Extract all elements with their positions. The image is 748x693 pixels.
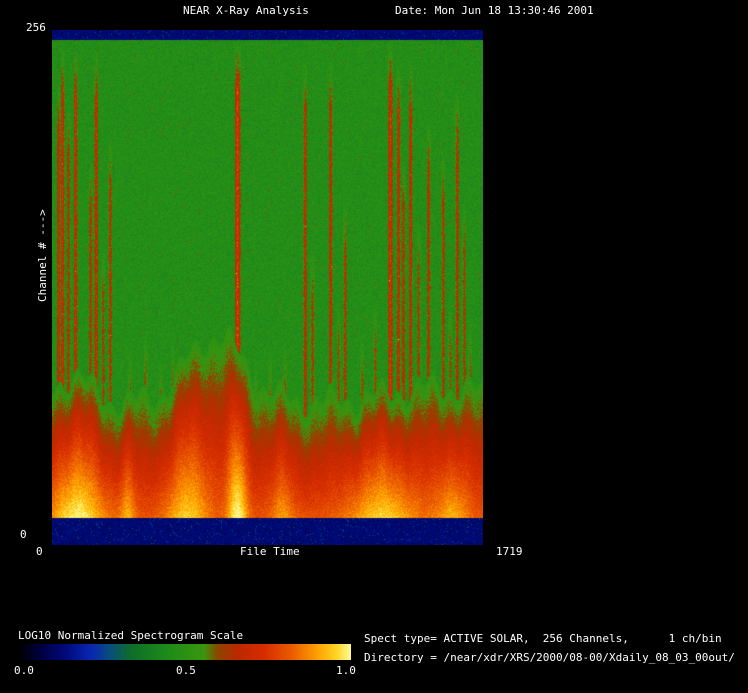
x-axis-min-label: 0 — [36, 545, 43, 558]
date-label: Date: Mon Jun 18 13:30:46 2001 — [395, 4, 594, 17]
directory-label: Directory = /near/xdr/XRS/2000/08-00/Xda… — [364, 651, 735, 664]
x-axis-title: File Time — [240, 545, 300, 558]
y-axis-max-label: 256 — [26, 21, 46, 34]
colorbar-canvas — [18, 644, 351, 660]
y-axis-title: Channel # ---> — [36, 209, 49, 302]
colorbar-tick-1: 0.5 — [176, 664, 196, 677]
page-title: NEAR X-Ray Analysis — [183, 4, 309, 17]
colorbar-tick-0: 0.0 — [14, 664, 34, 677]
colorbar-title: LOG10 Normalized Spectrogram Scale — [18, 629, 244, 642]
spect-type-label: Spect type= ACTIVE SOLAR, 256 Channels, … — [364, 632, 722, 645]
y-axis-min-label: 0 — [20, 528, 27, 541]
spectrogram-canvas — [52, 30, 483, 545]
x-axis-max-label: 1719 — [496, 545, 523, 558]
colorbar-tick-2: 1.0 — [336, 664, 356, 677]
